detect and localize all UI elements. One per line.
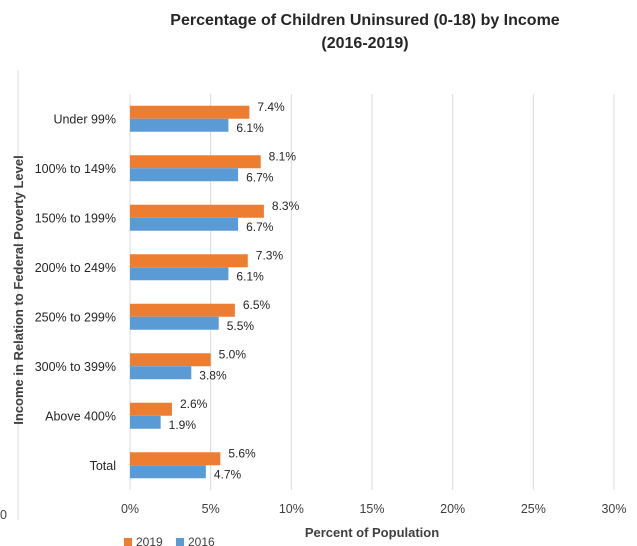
x-tick-label: 30% bbox=[601, 502, 626, 516]
bar-2019 bbox=[130, 155, 261, 169]
bar-2019 bbox=[130, 303, 235, 317]
x-tick-label: 20% bbox=[440, 502, 465, 516]
category-label: 150% to 199% bbox=[35, 211, 116, 225]
bar-2019 bbox=[130, 353, 211, 367]
data-label-2019: 5.0% bbox=[219, 347, 247, 361]
bar-2016 bbox=[130, 316, 219, 330]
bar-2016 bbox=[130, 267, 229, 281]
data-label-2016: 6.1% bbox=[236, 269, 264, 283]
data-label-2019: 8.3% bbox=[272, 199, 300, 213]
category-label: Under 99% bbox=[53, 112, 116, 126]
category-label: 200% to 249% bbox=[35, 261, 116, 275]
labels: 0% 5% 10% 15% 20% 25% 30% Under 99% 7.4% 6.1% 100%… bbox=[35, 100, 627, 516]
x-tick-label: 10% bbox=[279, 502, 304, 516]
bar-2019 bbox=[130, 204, 264, 218]
bar-2019 bbox=[130, 105, 250, 119]
x-axis-title: Percent of Population bbox=[305, 525, 439, 540]
category-label: Above 400% bbox=[45, 409, 116, 423]
category-label: 100% to 149% bbox=[35, 162, 116, 176]
chart-subtitle: (2016-2019) bbox=[321, 35, 408, 52]
data-label-2016: 4.7% bbox=[214, 467, 242, 481]
data-label-2019: 8.1% bbox=[269, 149, 297, 163]
legend-swatch-2016 bbox=[176, 538, 184, 546]
data-label-2016: 6.7% bbox=[246, 170, 274, 184]
y-axis-title: Income in Relation to Federal Poverty Le… bbox=[11, 155, 26, 424]
bar-2016 bbox=[130, 168, 239, 182]
data-label-2019: 5.6% bbox=[228, 446, 256, 460]
data-label-2019: 6.5% bbox=[243, 298, 271, 312]
data-label-2019: 7.3% bbox=[256, 248, 284, 262]
bar-2016 bbox=[130, 465, 206, 479]
data-label-2019: 2.6% bbox=[180, 397, 208, 411]
data-label-2016: 1.9% bbox=[169, 418, 197, 432]
x-tick-label: 0% bbox=[121, 502, 139, 516]
left-edge-fragment: 0 bbox=[0, 508, 7, 522]
legend-label-2019: 2019 bbox=[136, 535, 163, 546]
x-tick-label: 25% bbox=[521, 502, 546, 516]
x-tick-label: 15% bbox=[359, 502, 384, 516]
category-label: 300% to 399% bbox=[35, 360, 116, 374]
category-label: Total bbox=[90, 459, 116, 473]
data-label-2016: 5.5% bbox=[227, 319, 255, 333]
category-label: 250% to 299% bbox=[35, 310, 116, 324]
legend-swatch-2019 bbox=[124, 538, 132, 546]
chart-title: Percentage of Children Uninsured (0-18) … bbox=[170, 12, 560, 29]
legend-label-2016: 2016 bbox=[188, 535, 215, 546]
data-label-2016: 3.8% bbox=[199, 368, 227, 382]
bar-2019 bbox=[130, 452, 221, 466]
legend: 2019 2016 bbox=[124, 535, 215, 546]
bars bbox=[130, 105, 264, 479]
bar-2016 bbox=[130, 118, 229, 132]
bar-2016 bbox=[130, 415, 161, 429]
gridlines bbox=[129, 94, 615, 490]
x-tick-label: 5% bbox=[202, 502, 220, 516]
bar-2019 bbox=[130, 402, 172, 416]
data-label-2016: 6.1% bbox=[236, 121, 264, 135]
bar-2016 bbox=[130, 217, 239, 231]
bar-2019 bbox=[130, 254, 248, 268]
bar-2016 bbox=[130, 366, 192, 380]
data-label-2016: 6.7% bbox=[246, 220, 274, 234]
data-label-2019: 7.4% bbox=[257, 100, 285, 114]
